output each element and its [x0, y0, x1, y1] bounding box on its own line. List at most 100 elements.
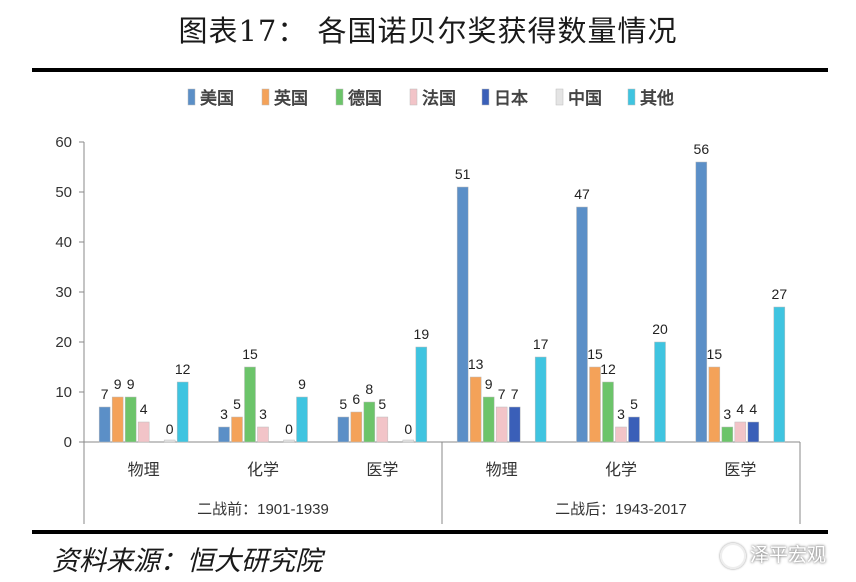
legend-swatch-美国: [187, 88, 196, 106]
bar-德国: [602, 381, 614, 443]
data-label: 47: [574, 186, 590, 202]
data-label: 0: [285, 421, 293, 437]
legend-label: 英国: [274, 88, 308, 108]
data-label: 56: [694, 141, 710, 157]
source-note: 资料来源：恒大研究院: [52, 546, 322, 577]
category-label: 化学: [247, 461, 279, 479]
legend-swatch-中国: [555, 88, 564, 106]
bar-英国: [350, 411, 363, 443]
legend-label: 德国: [348, 88, 382, 108]
bar-美国: [456, 186, 469, 443]
y-tick-label: 10: [55, 384, 72, 401]
bar-中国: [163, 439, 176, 443]
bar-德国: [363, 401, 376, 443]
data-label: 15: [242, 346, 258, 362]
top-rule: [32, 68, 828, 72]
legend-swatch-其他: [627, 88, 636, 106]
bar-法国: [376, 416, 389, 443]
data-label: 0: [404, 421, 412, 437]
legend-label: 法国: [422, 88, 456, 108]
data-label: 4: [140, 401, 148, 417]
bar-美国: [98, 406, 111, 443]
data-label: 9: [114, 376, 122, 392]
bar-法国: [495, 406, 508, 443]
data-label: 12: [600, 361, 616, 377]
legend-swatch-德国: [335, 88, 344, 106]
data-label: 5: [630, 396, 638, 412]
bar-中国: [402, 439, 415, 443]
y-tick-label: 30: [55, 284, 72, 301]
bar-中国: [283, 439, 295, 443]
group-label: 二战前：1901-1939: [197, 501, 329, 518]
bar-英国: [589, 366, 601, 443]
data-label: 0: [166, 421, 174, 437]
bar-德国: [244, 366, 256, 443]
category-label: 化学: [605, 461, 637, 479]
bar-其他: [654, 341, 666, 443]
chart-title: 图表17： 各国诺贝尔奖获得数量情况: [178, 14, 678, 48]
data-label: 4: [736, 401, 744, 417]
bar-法国: [257, 426, 269, 443]
bar-其他: [773, 306, 786, 443]
y-tick-label: 40: [55, 234, 72, 251]
data-label: 27: [772, 286, 788, 302]
bar-其他: [296, 396, 308, 443]
legend-swatch-日本: [481, 88, 490, 106]
data-label: 7: [498, 386, 506, 402]
data-label: 19: [414, 326, 430, 342]
data-label: 5: [233, 396, 241, 412]
legend-label: 其他: [640, 88, 674, 108]
data-label: 17: [533, 336, 549, 352]
bar-英国: [231, 416, 243, 443]
category-label: 医学: [366, 461, 398, 479]
bar-法国: [137, 421, 150, 443]
bottom-rule: [32, 530, 828, 534]
bar-其他: [415, 346, 428, 443]
bar-英国: [111, 396, 124, 443]
data-label: 13: [468, 356, 484, 372]
data-label: 15: [587, 346, 603, 362]
bar-日本: [747, 421, 760, 443]
data-label: 5: [339, 396, 347, 412]
bar-美国: [337, 416, 350, 443]
data-label: 5: [378, 396, 386, 412]
data-label: 15: [707, 346, 723, 362]
data-label: 3: [723, 406, 731, 422]
data-label: 20: [652, 321, 668, 337]
wechat-icon: [719, 542, 746, 569]
legend-swatch-英国: [261, 88, 270, 106]
data-label: 8: [365, 381, 373, 397]
data-label: 7: [511, 386, 519, 402]
bar-其他: [176, 381, 189, 443]
bar-英国: [469, 376, 482, 443]
bar-美国: [576, 206, 588, 443]
data-label: 3: [220, 406, 228, 422]
legend-label: 美国: [200, 88, 234, 108]
bar-日本: [508, 406, 521, 443]
legend-label: 中国: [568, 88, 602, 108]
bar-其他: [534, 356, 547, 443]
bar-美国: [695, 161, 708, 443]
category-label: 物理: [486, 461, 518, 479]
y-tick-label: 20: [55, 334, 72, 351]
bar-德国: [721, 426, 734, 443]
bar-法国: [734, 421, 747, 443]
category-label: 医学: [724, 461, 756, 479]
watermark-text: 泽平宏观: [749, 544, 826, 566]
bar-英国: [708, 366, 721, 443]
data-label: 9: [127, 376, 135, 392]
data-label: 51: [455, 166, 471, 182]
bar-德国: [482, 396, 495, 443]
watermark: 泽平宏观: [719, 540, 826, 569]
bar-法国: [615, 426, 627, 443]
y-tick-label: 60: [55, 134, 72, 151]
legend-swatch-法国: [409, 88, 418, 106]
data-label: 4: [749, 401, 757, 417]
data-label: 9: [485, 376, 493, 392]
bar-日本: [628, 416, 640, 443]
data-label: 3: [259, 406, 267, 422]
data-label: 7: [101, 386, 109, 402]
data-label: 9: [298, 376, 306, 392]
category-label: 物理: [128, 461, 160, 479]
